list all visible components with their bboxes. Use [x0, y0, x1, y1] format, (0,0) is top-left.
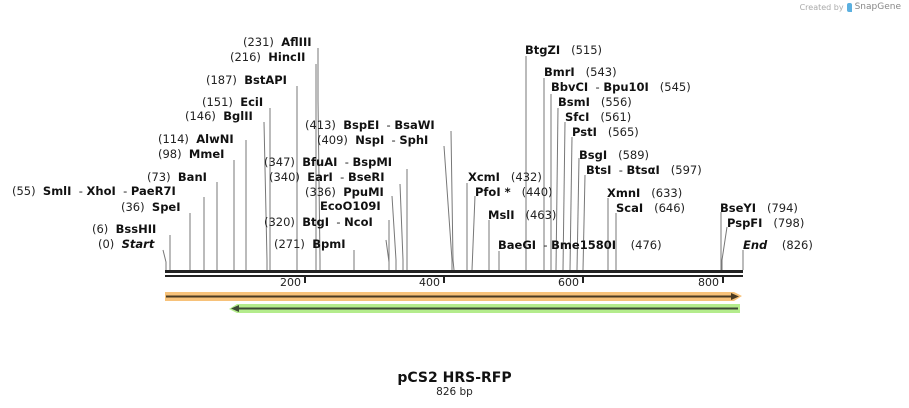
snapgene-credit: Created by SnapGene	[800, 2, 901, 12]
cut-site-label-bani[interactable]: (73) BanI	[147, 170, 207, 184]
cut-site-label-eari-bseri[interactable]: (340) EarI - BseRI	[269, 170, 385, 184]
cut-site-lines	[162, 48, 744, 271]
cut-site-label-scai[interactable]: ScaI (646)	[616, 201, 686, 215]
backbone-top-strand	[165, 270, 743, 273]
cut-site-label-hincii[interactable]: (216) HincII	[230, 50, 306, 64]
green-reverse-feature[interactable]	[229, 304, 740, 313]
cut-site-label-bpmi[interactable]: (271) BpmI	[274, 237, 346, 251]
orange-forward-feature[interactable]	[165, 292, 742, 301]
cut-site-label-bmri[interactable]: BmrI (543)	[544, 65, 617, 79]
cut-site-label-bstapi[interactable]: (187) BstAPI	[206, 73, 287, 87]
cut-site-label-baegi-bme1580i[interactable]: BaeGI - Bme1580I (476)	[498, 238, 662, 252]
credit-brand: SnapGene	[854, 2, 901, 12]
cut-site-label-xmni[interactable]: XmnI (633)	[607, 186, 683, 200]
cut-site-label-mmei[interactable]: (98) MmeI	[158, 147, 225, 161]
map-length: 826 bp	[436, 386, 473, 398]
snapgene-logo-icon	[846, 2, 852, 12]
cut-site-label-nspi-sphi[interactable]: (409) NspI - SphI	[317, 133, 429, 147]
cut-site-label-xcmi[interactable]: XcmI (432)	[468, 170, 542, 184]
cut-site-label-btgzi[interactable]: BtgZI (515)	[525, 43, 603, 57]
map-title: pCS2 HRS-RFP	[397, 370, 512, 386]
cut-site-label-ppumi[interactable]: (336) PpuMI	[305, 185, 384, 199]
cut-site-label-bglii[interactable]: (146) BglII	[185, 109, 253, 123]
cut-site-label-msli[interactable]: MslI (463)	[488, 208, 557, 222]
cut-site-label-bsgi[interactable]: BsgI (589)	[579, 148, 650, 162]
cut-site-label-btgi-ncoi[interactable]: (320) BtgI - NcoI	[264, 215, 373, 229]
map-start-label: (0) Start	[98, 237, 155, 251]
cut-site-label-btsi-btsai[interactable]: BtsI - BtsαI (597)	[586, 163, 702, 177]
cut-site-label-pfoi[interactable]: PfoI * (440)	[475, 185, 553, 199]
ruler-tick-label: 200	[280, 276, 301, 289]
cut-site-label-pspfi[interactable]: PspFI (798)	[727, 216, 805, 230]
cut-site-label-smli-xhoi-paer7i[interactable]: (55) SmlI - XhoI - PaeR7I	[12, 184, 176, 198]
cut-site-label-bsmi[interactable]: BsmI (556)	[558, 95, 632, 109]
credit-prefix: Created by	[799, 2, 844, 12]
cut-site-label-afliii[interactable]: (231) AflIII	[243, 35, 312, 49]
cut-site-label-ecii[interactable]: (151) EciI	[202, 95, 264, 109]
cut-site-label-bfuai-bspmi[interactable]: (347) BfuAI - BspMI	[264, 155, 393, 169]
cut-site-label-sfci[interactable]: SfcI (561)	[565, 110, 632, 124]
cut-site-label-bspei-bsawi[interactable]: (413) BspEI - BsaWI	[305, 118, 435, 132]
backbone-bottom-strand	[165, 275, 743, 277]
cut-site-label-psti[interactable]: PstI (565)	[572, 125, 639, 139]
ruler-tick-label: 800	[698, 276, 719, 289]
ruler-tick-label: 400	[419, 276, 440, 289]
cut-site-label-bsshii[interactable]: (6) BssHII	[92, 222, 157, 236]
cut-site-label-bbvci-bpu10i[interactable]: BbvCI - Bpu10I (545)	[551, 80, 691, 94]
cut-site-label-alwni[interactable]: (114) AlwNI	[158, 132, 234, 146]
ruler-tick-label: 600	[558, 276, 579, 289]
ruler-ticks	[304, 277, 724, 283]
cut-site-label-bseyi[interactable]: BseYI (794)	[720, 201, 798, 215]
cut-site-label-ecoo109i[interactable]: EcoO109I	[320, 199, 381, 213]
map-end-label: End (826)	[743, 238, 813, 252]
cut-site-label-spei[interactable]: (36) SpeI	[121, 200, 181, 214]
